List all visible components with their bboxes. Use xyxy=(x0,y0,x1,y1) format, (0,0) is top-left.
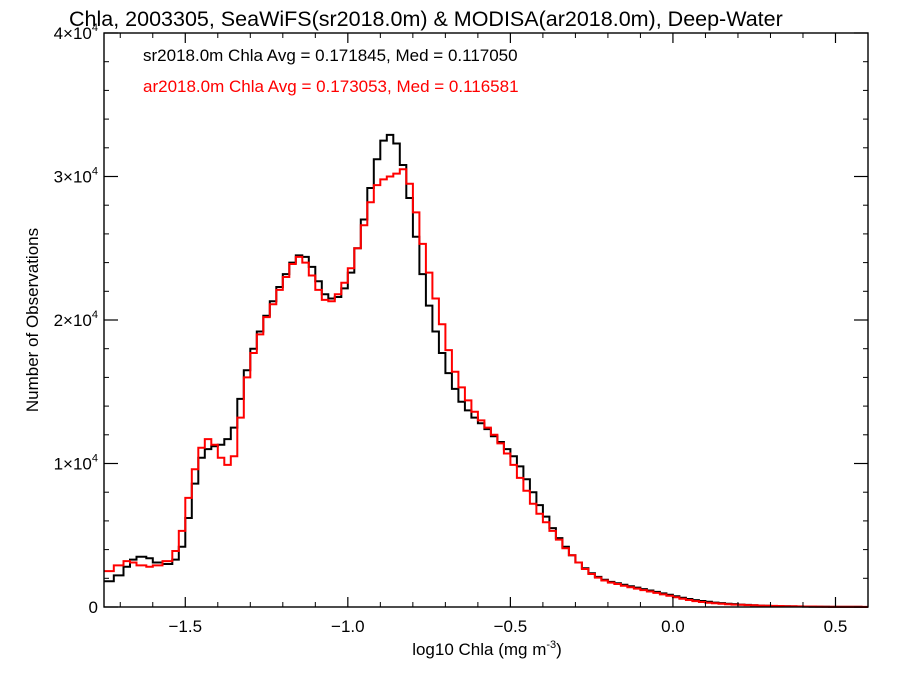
y-tick-label: 2×104 xyxy=(54,309,98,330)
series-line-1 xyxy=(104,133,868,608)
x-tick-labels: −1.5 −1.0 −0.5 0.0 0.5 xyxy=(168,617,847,636)
stats-annotations: sr2018.0m Chla Avg = 0.171845, Med = 0.1… xyxy=(143,46,519,96)
y-tick-label: 1×104 xyxy=(54,453,98,474)
x-axis-label-end: ) xyxy=(556,640,562,659)
plot-border xyxy=(103,32,869,608)
x-tick-label: −1.0 xyxy=(331,617,365,636)
chart-title: Chla, 2003305, SeaWiFS(sr2018.0m) & MODI… xyxy=(69,7,783,31)
y-axis-label: Number of Observations xyxy=(23,228,42,412)
y-tick-label-base: 3×10 xyxy=(54,168,92,187)
series-line-2 xyxy=(104,168,868,608)
x-tick-label: −0.5 xyxy=(494,617,528,636)
plot-frame xyxy=(103,32,869,608)
y-tick-label: 3×104 xyxy=(54,166,98,187)
y-tick-label-exponent: 4 xyxy=(92,453,98,465)
stats-annotation-1: sr2018.0m Chla Avg = 0.171845, Med = 0.1… xyxy=(143,46,518,65)
x-tick-label: 0.5 xyxy=(824,617,848,636)
y-tick-label-base: 1×10 xyxy=(54,455,92,474)
data-lines xyxy=(104,133,868,608)
y-tick-label: 0 xyxy=(89,598,98,617)
y-tick-label-exponent: 4 xyxy=(92,309,98,321)
stats-annotation-2: ar2018.0m Chla Avg = 0.173053, Med = 0.1… xyxy=(143,77,519,96)
x-tick-label: 0.0 xyxy=(661,617,685,636)
x-axis-label-superscript: -3 xyxy=(546,639,556,651)
y-tick-label-base: 2×10 xyxy=(54,311,92,330)
y-tick-label-base: 4×10 xyxy=(54,24,92,43)
axis-ticks xyxy=(104,32,869,608)
x-axis-label-main: log10 Chla (mg m xyxy=(412,640,546,659)
x-axis-label: log10 Chla (mg m-3) xyxy=(412,639,562,659)
y-tick-label-base: 0 xyxy=(89,598,98,617)
y-tick-label-exponent: 4 xyxy=(92,22,98,34)
x-tick-label: −1.5 xyxy=(168,617,202,636)
y-tick-label-exponent: 4 xyxy=(92,166,98,178)
y-tick-label: 4×104 xyxy=(54,22,98,43)
